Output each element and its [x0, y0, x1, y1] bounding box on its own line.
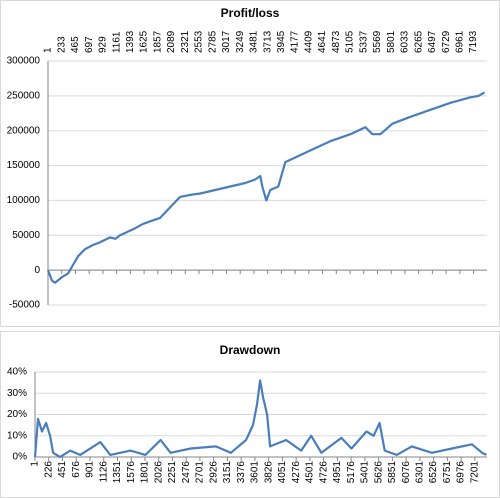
x-tick-label: 5626 [373, 461, 384, 484]
x-tick-label: 6076 [401, 461, 412, 484]
x-tick-label: 3017 [221, 30, 232, 53]
x-tick-label: 6976 [456, 461, 467, 484]
x-tick-label: 3249 [235, 30, 246, 53]
x-tick-label: 1393 [125, 30, 136, 53]
x-tick-label: 5105 [345, 30, 356, 53]
data-line [33, 379, 487, 459]
x-tick-label: 6526 [428, 461, 439, 484]
y-tick-label: 300000 [7, 56, 41, 67]
x-tick-label: 3376 [236, 461, 247, 484]
y-tick-label: 150000 [7, 160, 41, 171]
x-tick-label: 5401 [360, 461, 371, 484]
x-tick-label: 2785 [207, 30, 218, 53]
chart-title: Drawdown [220, 343, 281, 357]
x-tick-label: 2089 [166, 30, 177, 53]
x-tick-label: 5801 [386, 30, 397, 53]
x-tick-label: 5569 [372, 30, 383, 53]
x-tick-label: 2926 [208, 461, 219, 484]
y-tick-label: 40% [7, 367, 27, 378]
x-tick-label: 1576 [126, 461, 137, 484]
x-tick-label: 5337 [358, 30, 369, 53]
y-tick-label: 0 [34, 265, 40, 276]
chart-frame [0, 0, 500, 327]
x-tick-label: 2476 [181, 461, 192, 484]
x-tick-label: 5851 [387, 461, 398, 484]
x-tick-label: 2026 [153, 461, 164, 484]
x-tick-label: 3713 [262, 30, 273, 53]
y-tick-label: 250000 [7, 90, 41, 101]
x-tick-label: 3601 [250, 461, 261, 484]
x-tick-label: 4726 [318, 461, 329, 484]
x-tick-label: 6961 [454, 30, 465, 53]
x-tick-label: 6729 [441, 30, 452, 53]
x-tick-label: 929 [98, 36, 109, 53]
x-tick-label: 4951 [332, 461, 343, 484]
x-tick-label: 4409 [303, 30, 314, 53]
x-tick-label: 4501 [305, 461, 316, 484]
x-tick-label: 6301 [415, 461, 426, 484]
x-tick-label: 1801 [140, 461, 151, 484]
x-tick-label: 4177 [290, 30, 301, 53]
x-tick-label: 6497 [427, 30, 438, 53]
x-tick-label: 2701 [195, 461, 206, 484]
x-tick-label: 901 [85, 461, 96, 478]
x-tick-label: 1351 [112, 461, 123, 484]
x-tick-label: 233 [56, 36, 67, 53]
y-tick-label: 20% [7, 409, 27, 420]
x-tick-label: 5176 [346, 461, 357, 484]
x-tick-label: 1857 [152, 30, 163, 53]
x-tick-label: 3481 [249, 30, 260, 53]
y-tick-label: 10% [7, 430, 27, 441]
x-tick-label: 2553 [194, 30, 205, 53]
x-tick-label: 7193 [468, 30, 479, 53]
x-tick-label: 2321 [180, 30, 191, 53]
x-tick-label: 4276 [291, 461, 302, 484]
x-tick-label: 451 [57, 461, 68, 478]
x-tick-label: 1 [30, 461, 41, 467]
y-tick-label: 50000 [12, 230, 40, 241]
x-tick-label: 676 [71, 461, 82, 478]
x-tick-label: 3826 [263, 461, 274, 484]
y-tick-label: 100000 [7, 195, 41, 206]
x-tick-label: 3151 [222, 461, 233, 484]
x-tick-label: 4873 [331, 30, 342, 53]
x-tick-label: 226 [43, 461, 54, 478]
y-tick-label: -50000 [9, 300, 41, 311]
x-tick-label: 465 [70, 36, 81, 53]
x-tick-label: 1 [43, 47, 54, 53]
data-line [46, 91, 486, 284]
x-tick-label: 7201 [469, 461, 480, 484]
x-tick-label: 697 [84, 36, 95, 53]
x-tick-label: 1126 [98, 461, 109, 483]
x-tick-label: 4051 [277, 461, 288, 484]
x-tick-label: 1161 [111, 31, 122, 53]
x-tick-label: 6751 [442, 461, 453, 484]
x-tick-label: 6265 [413, 30, 424, 53]
x-tick-label: 4641 [317, 30, 328, 53]
y-tick-label: 200000 [7, 125, 41, 136]
x-tick-label: 3945 [276, 30, 287, 53]
y-tick-label: 0% [13, 452, 28, 463]
y-tick-label: 30% [7, 388, 27, 399]
x-tick-label: 6033 [400, 30, 411, 53]
x-tick-label: 1625 [139, 30, 150, 53]
x-tick-label: 2251 [167, 461, 178, 484]
chart-title: Profit/loss [221, 6, 280, 20]
